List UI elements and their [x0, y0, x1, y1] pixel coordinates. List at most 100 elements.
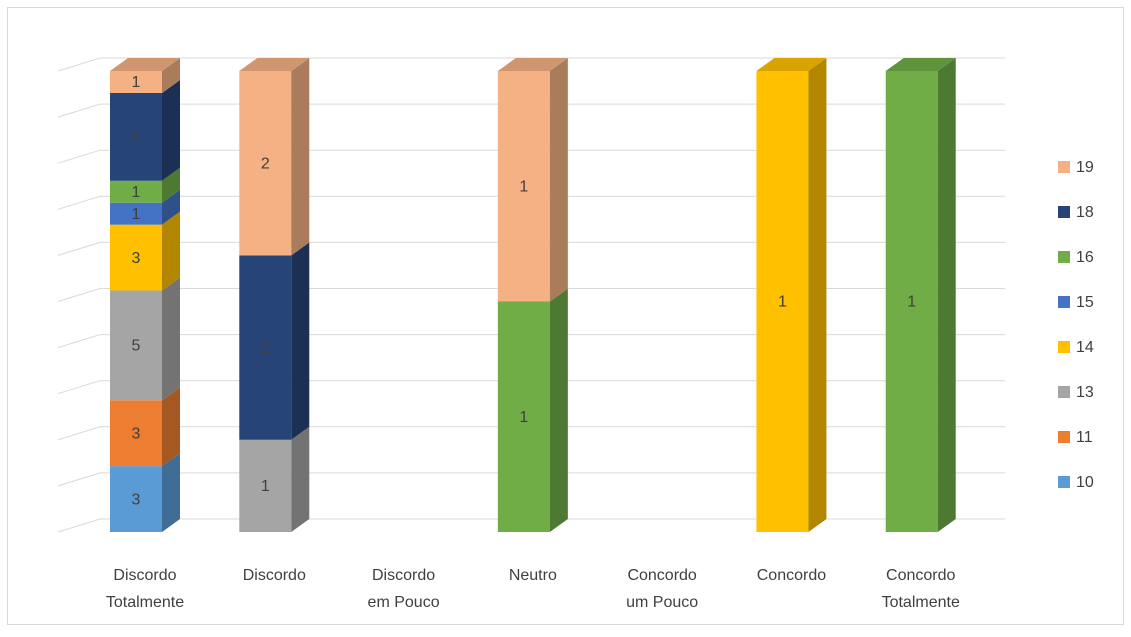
- bar-front: [110, 466, 162, 532]
- bar-side: [291, 242, 310, 440]
- bar-side: [162, 453, 180, 532]
- bar-segment: [110, 277, 180, 401]
- legend-swatch: [1058, 386, 1070, 398]
- grid-line: [57, 472, 1005, 487]
- x-tick-line: Totalmente: [882, 594, 960, 611]
- data-label: 1: [132, 74, 141, 91]
- legend-label: 15: [1076, 294, 1094, 311]
- bar-side: [162, 58, 180, 93]
- bar-side: [808, 58, 827, 532]
- bar-segment: [110, 453, 180, 532]
- data-label: 2: [261, 340, 270, 357]
- x-tick-line: em Pouco: [368, 594, 440, 611]
- x-tick-line: Discordo: [243, 567, 306, 584]
- x-tick-label: Concordo um Pouco: [626, 567, 698, 611]
- bar-front: [110, 400, 162, 467]
- bar-front: [239, 439, 292, 532]
- bar-front: [497, 301, 550, 532]
- x-tick-line: Concordo: [627, 567, 696, 584]
- bar-front: [110, 71, 162, 93]
- bar-side: [162, 79, 180, 181]
- bar-segment: [239, 426, 310, 532]
- data-label: 4: [132, 129, 141, 146]
- bar-segment: [110, 189, 180, 225]
- bar-side: [291, 426, 310, 532]
- grid-line: [57, 103, 1005, 118]
- data-label: 1: [132, 206, 141, 223]
- legend-swatch: [1058, 251, 1070, 263]
- legend-label: 19: [1076, 159, 1094, 176]
- bar-front: [110, 290, 162, 401]
- bar-front: [756, 71, 809, 532]
- x-tick-label: Discordo em Pouco: [368, 567, 440, 611]
- grid-line: [57, 195, 1005, 210]
- bar-front: [110, 180, 162, 203]
- bar-front: [885, 71, 938, 532]
- bar-segment: [110, 211, 180, 291]
- grid-line: [57, 57, 1005, 72]
- x-tick-line: Discordo: [113, 567, 176, 584]
- bar-front: [110, 92, 162, 181]
- grid-line: [57, 334, 1005, 349]
- grid-line: [57, 380, 1005, 395]
- data-label: 1: [261, 478, 270, 495]
- bar-segment: [110, 167, 180, 203]
- legend-swatch: [1058, 296, 1070, 308]
- bar-segment: [239, 58, 310, 256]
- bar-front: [239, 255, 292, 440]
- legend-swatch: [1058, 431, 1070, 443]
- data-label: 1: [778, 294, 787, 311]
- bar-front: [497, 71, 550, 302]
- legend-label: 14: [1076, 339, 1094, 356]
- bar-segment: [110, 58, 180, 93]
- bar-segment: [239, 242, 310, 440]
- data-label: 2: [261, 155, 270, 172]
- data-label: 3: [132, 491, 141, 508]
- grid-line: [57, 241, 1005, 256]
- data-label: 1: [907, 294, 916, 311]
- bar-side: [549, 58, 568, 302]
- bar-side: [162, 277, 180, 401]
- data-label: 1: [519, 409, 528, 426]
- bar-segment: [110, 387, 180, 467]
- x-tick-label: Neutro: [509, 567, 557, 584]
- legend-swatch: [1058, 161, 1070, 173]
- x-tick-line: Concordo: [757, 567, 826, 584]
- legend-label: 10: [1076, 474, 1094, 491]
- grid-line: [57, 149, 1005, 164]
- data-label: 3: [132, 250, 141, 267]
- x-tick-line: Totalmente: [106, 594, 184, 611]
- legend-label: 13: [1076, 384, 1094, 401]
- bar-segment: [497, 288, 568, 532]
- x-tick-label: Concordo Totalmente: [882, 567, 960, 611]
- x-tick-label: Concordo: [757, 567, 826, 584]
- x-tick-line: Discordo: [372, 567, 435, 584]
- x-tick-label: Discordo Totalmente: [106, 567, 184, 611]
- legend-label: 11: [1076, 429, 1093, 446]
- bar-side: [291, 58, 310, 256]
- legend-swatch: [1058, 341, 1070, 353]
- x-tick-line: Neutro: [509, 567, 557, 584]
- grid-line: [57, 426, 1005, 441]
- x-tick-label: Discordo: [243, 567, 306, 584]
- grid-line: [57, 288, 1005, 302]
- bar-top: [497, 58, 568, 71]
- bar-top: [239, 58, 310, 71]
- legend-label: 18: [1076, 204, 1094, 221]
- bar-side: [162, 189, 180, 225]
- bar-front: [110, 202, 162, 225]
- bar-side: [162, 167, 180, 203]
- bar-side: [549, 288, 568, 532]
- legend-swatch: [1058, 476, 1070, 488]
- grid-line: [57, 518, 1005, 533]
- bar-front: [239, 71, 292, 256]
- x-tick-line: Concordo: [886, 567, 955, 584]
- bar-segment: [497, 58, 568, 302]
- data-label: 1: [132, 184, 141, 201]
- legend-swatch: [1058, 206, 1070, 218]
- data-label: 1: [519, 178, 528, 195]
- x-tick-line: um Pouco: [626, 594, 698, 611]
- bar-side: [162, 387, 180, 467]
- bar-top: [110, 58, 180, 71]
